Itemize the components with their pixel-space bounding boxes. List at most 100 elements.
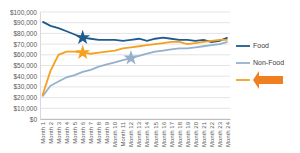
x-tick-label: Month 19 [185,121,191,147]
series-line [42,40,227,96]
y-tick-label: $0 [30,116,38,123]
y-tick: $80,000 [14,30,41,37]
x-tick: Month 24 [225,119,231,147]
y-tick-label: $60,000 [14,51,38,58]
grid-line [40,119,230,120]
legend: Food Non-Food [236,42,284,89]
y-tick: $30,000 [14,83,41,90]
x-tick: Month 2 [48,119,54,144]
y-axis: $0 $10,000 $20,000 $30,000 $40,000 $50,000 $60… [10,9,41,123]
y-tick-label: $40,000 [14,73,38,80]
grid-line [40,22,230,23]
x-tick-label: Month 7 [88,121,94,143]
x-tick: Month 9 [104,119,110,144]
legend-swatch [236,45,250,47]
x-tick: Month 15 [153,119,159,147]
y-tick-label: $100,000 [10,9,37,16]
x-tick-label: Month 1 [40,121,46,143]
y-tick: $50,000 [14,62,41,69]
y-tick-label: $90,000 [14,19,38,26]
grid-line [40,33,230,34]
grid-line [40,97,230,98]
x-tick: Month 1 [40,119,46,144]
grid-line [40,54,230,55]
x-tick: Month 18 [177,119,183,147]
x-tick-label: Month 16 [161,121,167,147]
legend-swatch [236,79,250,81]
x-tick-label: Month 13 [136,121,142,147]
plot-area [42,22,227,97]
y-tick: $100,000 [10,9,40,16]
x-tick-label: Month 6 [80,121,86,143]
x-tick-label: Month 9 [104,121,110,143]
x-tick: Month 8 [96,119,102,144]
y-tick-label: $70,000 [14,41,38,48]
arrow-callout [253,71,283,89]
x-tick-label: Month 22 [209,121,215,147]
x-tick-label: Month 5 [72,121,78,143]
y-tick-label: $30,000 [14,83,38,90]
x-tick-label: Month 8 [96,121,102,143]
legend-label: Food [253,42,269,49]
x-tick-label: Month 15 [153,121,159,147]
x-axis: Month 1Month 2Month 3Month 4Month 5Month… [40,119,231,147]
x-tick-label: Month 10 [112,121,118,147]
x-tick: Month 3 [56,119,62,144]
x-tick: Month 10 [112,119,118,147]
x-tick-label: Month 21 [201,121,207,147]
x-tick: Month 11 [120,119,126,147]
y-tick-label: $20,000 [14,94,38,101]
star-marker [75,45,90,59]
x-tick: Month 20 [193,119,199,147]
x-tick: Month 22 [209,119,215,147]
y-tick: $40,000 [14,73,41,80]
x-tick-label: Month 20 [193,121,199,147]
x-tick-label: Month 12 [128,121,134,147]
grid-line [40,86,230,87]
x-tick: Month 21 [201,119,207,147]
y-tick-label: $80,000 [14,30,38,37]
grid [40,12,230,119]
y-tick: $20,000 [14,94,41,101]
y-axis-line [40,13,41,120]
series-line [42,42,227,97]
star-marker [123,50,138,64]
y-tick: $0 [30,116,40,123]
grid-line [40,65,230,66]
x-tick: Month 5 [72,119,78,144]
x-tick: Month 4 [64,119,70,144]
x-tick: Month 17 [169,119,175,147]
x-axis-line [41,119,231,120]
x-tick: Month 12 [128,119,134,147]
chart: $0 $10,000 $20,000 $30,000 $40,000 $50,000 $60… [0,0,300,153]
x-tick: Month 19 [185,119,191,147]
grid-line [40,12,230,13]
x-tick: Month 14 [144,119,150,147]
star-marker [75,30,90,44]
x-tick-label: Month 4 [64,121,70,143]
x-tick: Month 13 [136,119,142,147]
legend-label: Non-Food [253,59,284,66]
x-tick: Month 7 [88,119,94,144]
series-line [42,22,227,42]
x-tick-label: Month 14 [144,121,150,147]
x-tick: Month 23 [217,119,223,147]
x-tick-label: Month 11 [120,121,126,146]
y-tick-label: $10,000 [14,105,38,112]
x-tick-label: Month 17 [169,121,175,147]
legend-swatch [236,62,250,64]
grid-line [40,44,230,45]
x-tick-label: Month 24 [225,121,231,147]
x-tick-label: Month 3 [56,121,62,143]
x-tick: Month 16 [161,119,167,147]
x-tick-label: Month 18 [177,121,183,147]
y-tick: $60,000 [14,51,41,58]
y-tick: $70,000 [14,41,41,48]
x-tick: Month 6 [80,119,86,144]
y-tick: $10,000 [14,105,41,112]
x-tick-label: Month 23 [217,121,223,147]
x-tick-label: Month 2 [48,121,54,143]
y-tick: $90,000 [14,19,41,26]
y-tick-label: $50,000 [14,62,38,69]
grid-line [40,108,230,109]
